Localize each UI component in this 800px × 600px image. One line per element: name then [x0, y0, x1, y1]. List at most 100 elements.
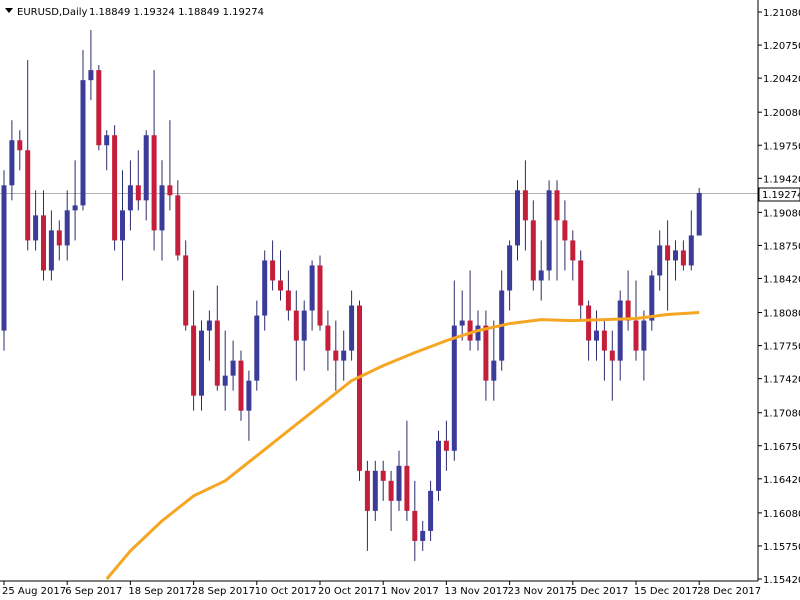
candle-body-bear [270, 260, 276, 281]
candle [578, 250, 584, 321]
candle [64, 190, 70, 261]
candle-body-bull [1, 185, 7, 331]
axis-layer [0, 0, 759, 582]
candle-body-bull [428, 490, 434, 531]
candle-body-bear [183, 255, 189, 326]
candle [25, 60, 31, 251]
candle-body-bull [309, 265, 315, 311]
candle [199, 320, 204, 411]
candle-body-bull [9, 140, 15, 186]
ohlc-values: 1.18849 1.19324 1.18849 1.19274 [89, 7, 264, 18]
candle-body-bull [491, 360, 497, 381]
candle [127, 160, 133, 231]
chart-menu-arrow-icon[interactable] [5, 8, 13, 13]
candle [270, 240, 276, 291]
current-price-tag: 1.19274 [758, 187, 800, 202]
candle [254, 300, 260, 391]
candle [665, 220, 671, 311]
chart-header: EURUSD,Daily 1.18849 1.19324 1.18849 1.1… [5, 7, 264, 18]
y-tick-label: 1.15750 [763, 542, 800, 553]
candle [301, 300, 307, 371]
x-tick-labels: 25 Aug 2017 6 Sep 2017 18 Sep 2017 28 Sep 2… [2, 581, 761, 597]
y-tick-label: 1.19420 [763, 174, 800, 185]
candle-body-bear [562, 220, 568, 241]
candle [491, 320, 497, 401]
candle-body-bear [467, 320, 473, 341]
candle [72, 160, 78, 241]
candle [41, 190, 46, 281]
y-tick-label: 1.20420 [763, 74, 800, 85]
y-tick-label: 1.19080 [763, 208, 800, 219]
candle [238, 350, 244, 421]
candle [522, 160, 528, 251]
candle [191, 290, 197, 411]
candle-body-bear [357, 305, 362, 471]
candle [48, 210, 54, 281]
candle-body-bull [120, 210, 125, 241]
candles-layer [1, 30, 702, 561]
candle-body-bear [167, 185, 173, 196]
candle-body-bear [56, 230, 62, 246]
x-tick-label: 28 Dec 2017 [697, 586, 761, 597]
candle [633, 280, 639, 361]
candle-body-bear [443, 440, 449, 451]
x-tick-label: 6 Sep 2017 [65, 586, 122, 597]
candle-body-bear [554, 190, 560, 221]
candle [175, 180, 181, 261]
candle-body-bull [206, 320, 212, 331]
candle [357, 300, 362, 481]
candle-body-bear [96, 70, 102, 146]
candle [262, 250, 268, 331]
candle [562, 200, 568, 271]
candle [183, 240, 189, 331]
candle-body-bull [301, 310, 307, 341]
candle-body-bull [459, 320, 465, 326]
candle-body-bull [230, 360, 236, 376]
candle-body-bull [159, 185, 165, 231]
candle-body-bull [538, 270, 544, 281]
y-tick-label: 1.18420 [763, 274, 800, 285]
candle [246, 370, 252, 441]
candle-body-bear [364, 470, 370, 511]
candle [278, 250, 283, 301]
candle [364, 460, 370, 551]
candle-body-bull [396, 465, 402, 501]
candle [680, 240, 686, 271]
candle [428, 480, 434, 541]
candle-body-bear [41, 215, 46, 271]
candle [507, 240, 513, 311]
candle-body-bear [25, 150, 31, 241]
candle-body-bull [617, 300, 623, 361]
candle [601, 320, 607, 381]
candle [673, 240, 678, 281]
candle [538, 240, 544, 301]
candle-body-bull [436, 440, 441, 491]
candle-body-bear [112, 135, 118, 241]
candle-body-bear [238, 360, 244, 411]
candle [9, 120, 15, 201]
candle-body-bear [317, 265, 323, 326]
candle-body-bear [325, 325, 331, 351]
candle-body-bear [483, 325, 489, 381]
candle-body-bull [33, 215, 39, 241]
y-tick-label: 1.20750 [763, 41, 800, 52]
candle-body-bear [680, 250, 686, 266]
candle-body-bull [688, 235, 694, 266]
candle-body-bull [199, 330, 204, 396]
symbol-label: EURUSD,Daily [17, 7, 88, 18]
y-tick-label: 1.17750 [763, 342, 800, 353]
candle-body-bull [246, 380, 252, 411]
candle [396, 450, 402, 511]
candle-body-bull [72, 205, 78, 211]
candle-body-bear [151, 135, 157, 231]
candle [443, 420, 449, 471]
candle-body-bear [380, 470, 386, 481]
x-tick-label: 20 Oct 2017 [318, 586, 380, 597]
candle-body-bear [278, 280, 283, 291]
candle [80, 50, 86, 211]
y-tick-label: 1.17420 [763, 375, 800, 386]
candle [33, 190, 39, 251]
x-tick-label: 23 Nov 2017 [508, 586, 572, 597]
